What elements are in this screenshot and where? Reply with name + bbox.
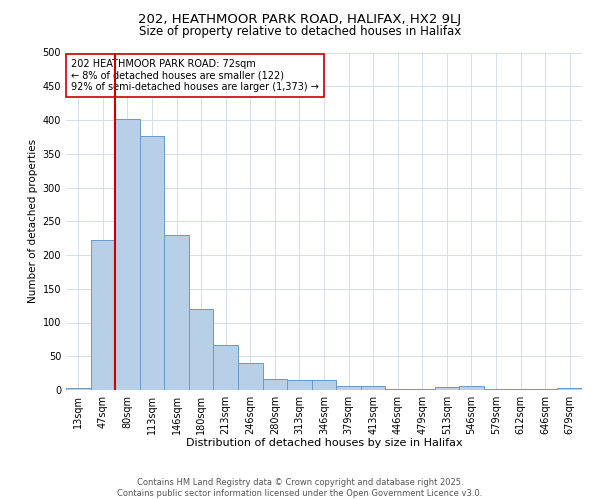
Bar [336, 386, 361, 390]
Bar [214, 345, 238, 390]
Text: Size of property relative to detached houses in Halifax: Size of property relative to detached ho… [139, 25, 461, 38]
Bar [312, 380, 336, 390]
Bar [263, 378, 287, 390]
Text: 202, HEATHMOOR PARK ROAD, HALIFAX, HX2 9LJ: 202, HEATHMOOR PARK ROAD, HALIFAX, HX2 9… [139, 12, 461, 26]
Bar [164, 235, 189, 390]
Bar [140, 136, 164, 390]
Bar [189, 309, 214, 390]
Text: 202 HEATHMOOR PARK ROAD: 72sqm
← 8% of detached houses are smaller (122)
92% of : 202 HEATHMOOR PARK ROAD: 72sqm ← 8% of d… [71, 59, 319, 92]
Bar [91, 240, 115, 390]
Y-axis label: Number of detached properties: Number of detached properties [28, 139, 38, 304]
Bar [361, 386, 385, 390]
Text: Contains HM Land Registry data © Crown copyright and database right 2025.
Contai: Contains HM Land Registry data © Crown c… [118, 478, 482, 498]
Bar [115, 120, 140, 390]
X-axis label: Distribution of detached houses by size in Halifax: Distribution of detached houses by size … [185, 438, 463, 448]
Bar [459, 386, 484, 390]
Bar [238, 363, 263, 390]
Bar [287, 380, 312, 390]
Bar [66, 388, 91, 390]
Bar [434, 386, 459, 390]
Bar [557, 388, 582, 390]
